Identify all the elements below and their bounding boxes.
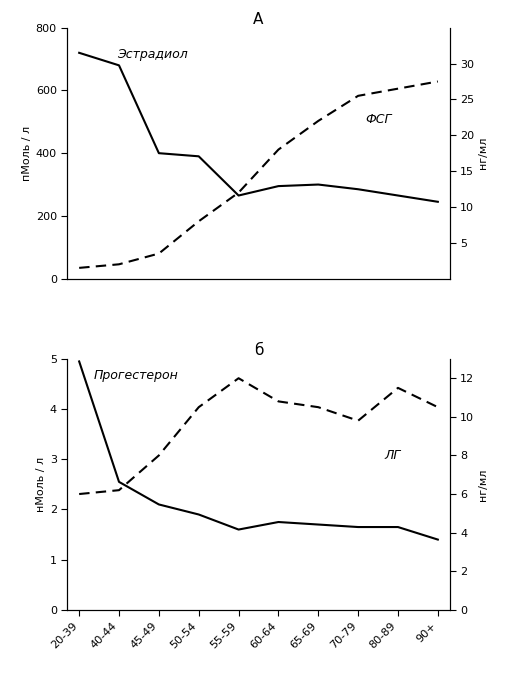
Title: А: А [253, 12, 264, 26]
Text: ФСГ: ФСГ [366, 113, 392, 126]
Y-axis label: нМоль / л: нМоль / л [36, 457, 45, 512]
Text: ЛГ: ЛГ [385, 449, 401, 462]
Text: Прогестерон: Прогестерон [94, 369, 179, 382]
Text: Эстрадиол: Эстрадиол [117, 48, 188, 61]
Y-axis label: пМоль / л: пМоль / л [22, 125, 32, 181]
Y-axis label: нг/мл: нг/мл [479, 137, 489, 169]
Y-axis label: нг/мл: нг/мл [479, 468, 489, 500]
Title: б: б [254, 343, 263, 358]
